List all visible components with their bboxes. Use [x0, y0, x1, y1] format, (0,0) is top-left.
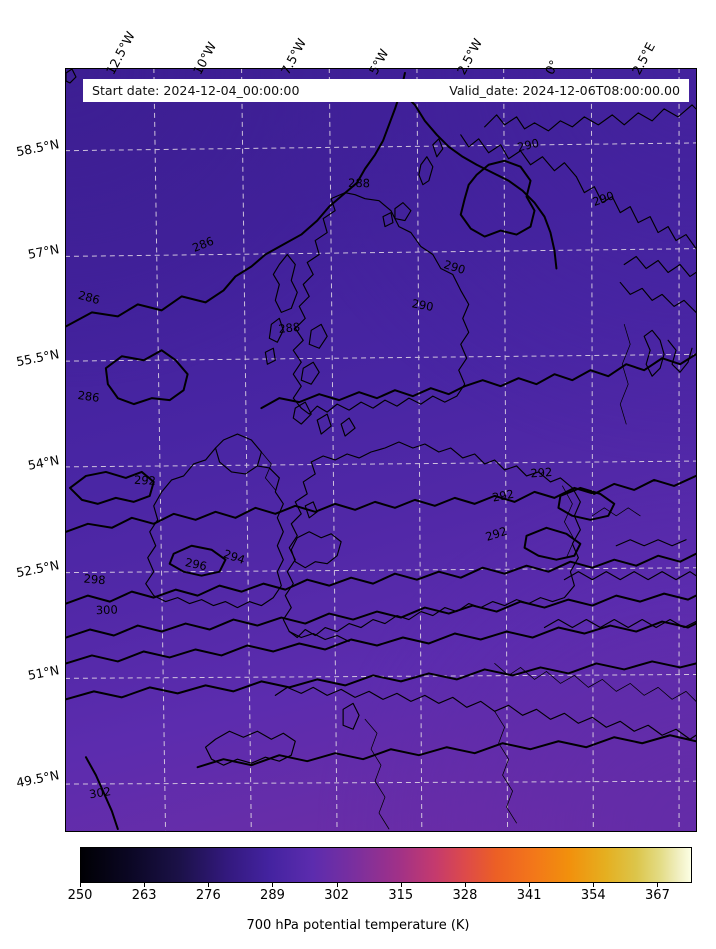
colorbar-tick-label-0: 250	[67, 888, 93, 903]
lat-tick-label-5: 51°N	[26, 661, 61, 683]
colorbar-tick-label-1: 263	[131, 888, 157, 903]
map-overlay-svg: 286 286 286 288 288 290 290 290 290 292 292 292 292 2…	[66, 69, 696, 831]
colorbar-tick-mark-6	[464, 883, 466, 887]
colorbar-tick-label-5: 315	[388, 888, 414, 903]
colorbar-tick-label-2: 276	[195, 888, 221, 903]
contour-label: 298	[83, 571, 106, 587]
colorbar-tick-label-6: 328	[452, 888, 478, 903]
temperature-field-overlay	[66, 69, 696, 831]
colorbar-tick-mark-1	[144, 883, 146, 887]
lat-tick-label-6: 49.5°N	[14, 767, 61, 791]
colorbar-tick-mark-4	[336, 883, 338, 887]
contour-label: 294	[222, 547, 247, 567]
lat-tick-label-2: 55.5°N	[14, 346, 61, 370]
contour-label: 296	[184, 555, 208, 573]
start-date-text: Start date: 2024-12-04_00:00:00	[92, 83, 300, 98]
colorbar-tick-mark-3	[272, 883, 274, 887]
contour-label: 290	[516, 136, 540, 155]
contour-label: 290	[411, 296, 435, 314]
lat-tick-label-3: 54°N	[26, 451, 61, 473]
contour-label: 290	[442, 257, 467, 277]
colorbar-tick-label-3: 289	[260, 888, 285, 903]
theta-contours	[66, 71, 696, 831]
colorbar-tick-mark-2	[208, 883, 210, 887]
colorbar-tick-mark-9	[657, 883, 659, 887]
contour-label: 292	[484, 524, 509, 544]
colorbar-title: 700 hPa potential temperature (K)	[246, 918, 470, 933]
colorbar-tick-mark-5	[400, 883, 402, 887]
date-banner: Start date: 2024-12-04_00:00:00 Valid_da…	[83, 79, 689, 102]
gridlines	[66, 69, 696, 831]
contour-label: 300	[96, 602, 118, 617]
contour-labels: 286 286 286 288 288 290 290 290 290 292 292 292 292 2…	[77, 136, 616, 802]
contour-label: 292	[530, 465, 553, 480]
colorbar-tick-label-7: 341	[516, 888, 542, 903]
coastlines	[66, 69, 696, 830]
contour-label: 302	[88, 784, 112, 801]
colorbar-tick-mark-0	[80, 883, 81, 887]
colorbar-tick-label-9: 367	[645, 888, 670, 903]
temperature-field-raster	[66, 69, 696, 831]
colorbar-tick-mark-7	[529, 883, 531, 887]
contour-label: 286	[77, 388, 101, 405]
colorbar-tick-mark-8	[593, 883, 595, 887]
contour-label: 286	[190, 234, 216, 255]
lat-tick-label-1: 57°N	[26, 241, 61, 263]
contour-label: 292	[134, 473, 157, 488]
contour-label: 286	[77, 288, 102, 307]
lat-tick-label-0: 58.5°N	[14, 136, 61, 160]
colorbar-axes[interactable]	[80, 847, 692, 883]
contour-label: 288	[348, 176, 370, 190]
valid-date-text: Valid_date: 2024-12-06T08:00:00.00	[449, 83, 680, 98]
map-axes[interactable]: 286 286 286 288 288 290 290 290 290 292 292 292 292 2…	[65, 68, 697, 832]
contour-label: 290	[591, 188, 616, 209]
contour-label: 288	[278, 320, 301, 336]
colorbar-tick-label-4: 302	[324, 888, 350, 903]
colorbar-gradient	[81, 848, 691, 882]
contour-label: 292	[491, 487, 515, 505]
colorbar-tick-label-8: 354	[580, 888, 606, 903]
lat-tick-label-4: 52.5°N	[14, 556, 61, 580]
